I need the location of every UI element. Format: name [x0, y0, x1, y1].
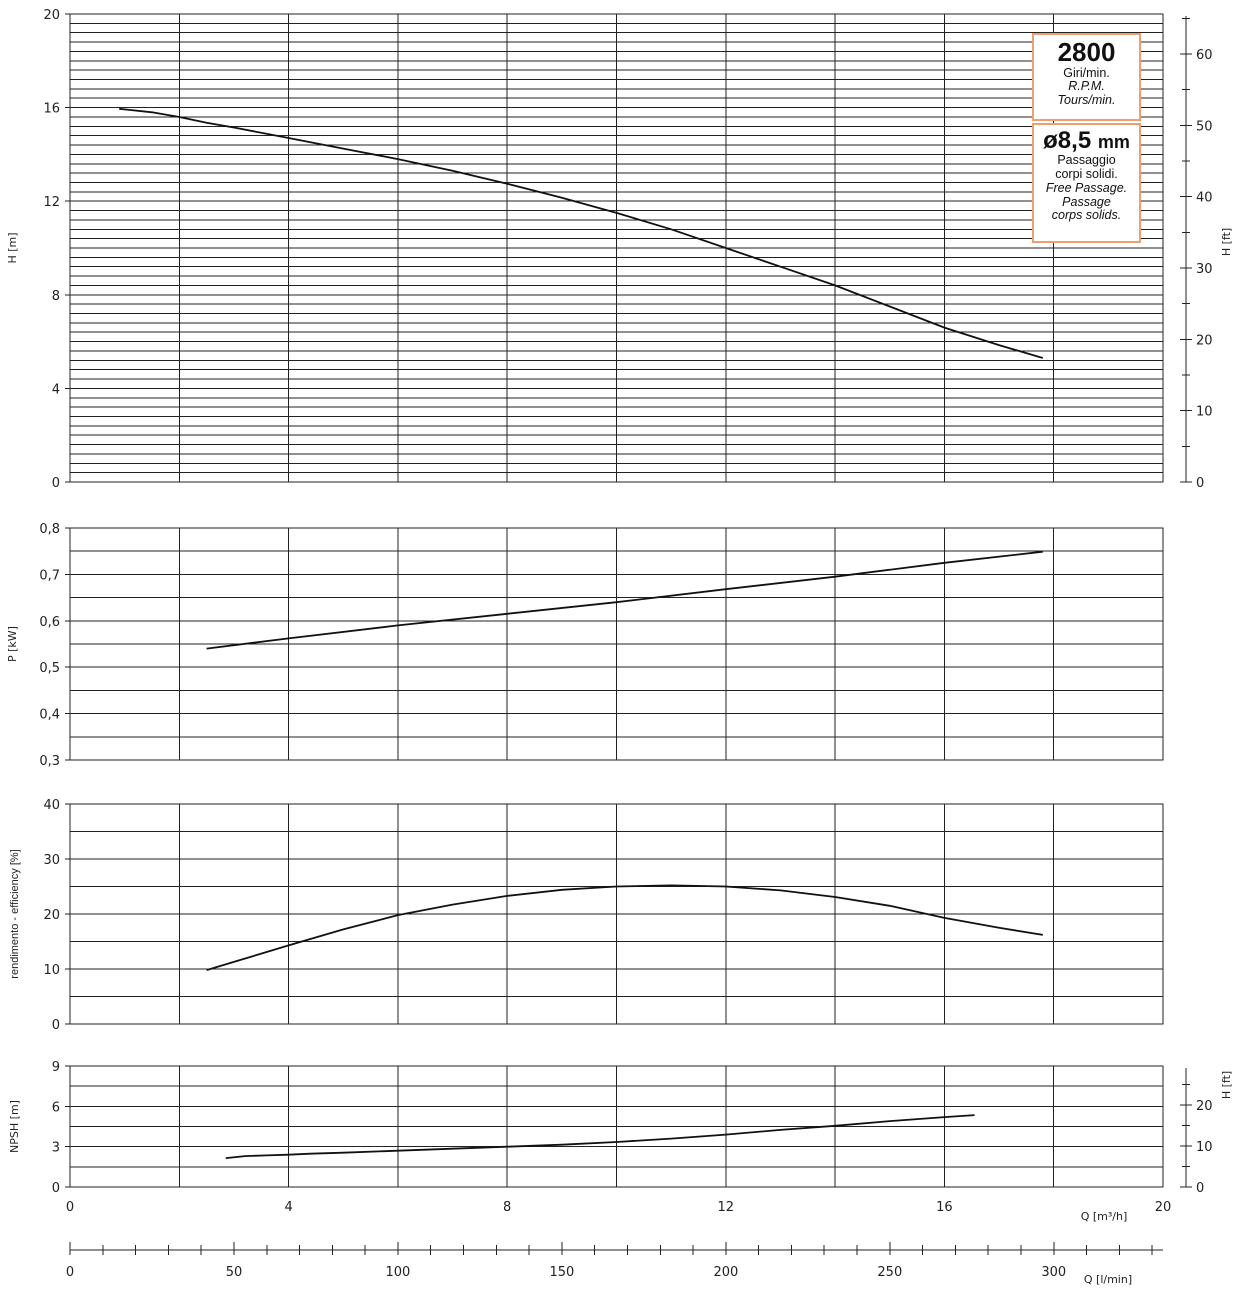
y2-tick-label: 0 [1196, 476, 1204, 491]
y2-tick-label: 20 [1196, 333, 1213, 348]
y-tick-label: 20 [43, 8, 60, 23]
curve-line [119, 109, 1043, 358]
y-tick-label: 9 [52, 1060, 60, 1075]
y2-axis-label: H [ft] [1220, 1071, 1233, 1099]
y-tick-label: 0 [52, 476, 60, 491]
passage-label-en: Free Passage. [1034, 182, 1139, 196]
passage-label-it-1: Passaggio [1034, 154, 1139, 168]
y2-tick-label: 10 [1196, 405, 1213, 420]
y2-tick-label: 0 [1196, 1181, 1204, 1196]
y-tick-label: 0 [52, 1018, 60, 1033]
y2-axis-label: H [ft] [1220, 228, 1233, 256]
lmin-tick-label: 300 [1041, 1265, 1066, 1280]
y2-tick-label: 60 [1196, 48, 1213, 63]
x-tick-label: 0 [66, 1200, 74, 1215]
y-tick-label: 12 [43, 195, 60, 210]
lmin-tick-label: 150 [549, 1265, 574, 1280]
y-tick-label: 0,4 [39, 708, 60, 723]
passage-value: ø8,5 mm [1034, 128, 1139, 154]
y2-tick-label: 20 [1196, 1099, 1213, 1114]
speed-value: 2800 [1034, 38, 1139, 67]
y2-tick-label: 10 [1196, 1140, 1213, 1155]
y-tick-label: 8 [52, 289, 60, 304]
lmin-tick-label: 200 [713, 1265, 738, 1280]
passage-label-fr-1: Passage [1034, 196, 1139, 210]
panel-2: 0,3 0,4 0,5 0,6 0,7 0,8 P [kW] [6, 522, 1163, 769]
y-tick-label: 30 [43, 853, 60, 868]
y2-tick-label: 50 [1196, 119, 1213, 134]
x-tick-label: 16 [936, 1200, 953, 1215]
curve-line [226, 1115, 975, 1158]
y-axis-label: H [m] [6, 232, 19, 263]
curve-line [207, 885, 1043, 970]
y-tick-label: 40 [43, 798, 60, 813]
speed-label-it: Giri/min. [1034, 67, 1139, 81]
y-tick-label: 4 [52, 382, 60, 397]
y-tick-label: 0,7 [39, 568, 60, 583]
speed-label-fr: Tours/min. [1034, 94, 1139, 108]
lmin-tick-label: 0 [66, 1265, 74, 1280]
y-tick-label: 0 [52, 1181, 60, 1196]
y-tick-label: 10 [43, 963, 60, 978]
y-tick-label: 3 [52, 1141, 60, 1156]
speed-info-box: 2800 Giri/min. R.P.M. Tours/min. [1032, 33, 1141, 121]
y2-tick-label: 40 [1196, 191, 1213, 206]
y-tick-label: 0,3 [39, 754, 60, 769]
y-tick-label: 20 [43, 908, 60, 923]
passage-label-fr-2: corps solids. [1034, 209, 1139, 223]
curve-line [207, 552, 1043, 649]
panel-4: 0 3 6 9 NPSH [m] 0 10 20 H [ft] 0 4 8 12 16 20 Q [m³/h] [8, 1060, 1233, 1223]
y2-tick-label: 30 [1196, 262, 1213, 277]
y-tick-label: 0,5 [39, 661, 60, 676]
x-tick-label: 8 [503, 1200, 511, 1215]
y-axis-label: rendimento - efficiency [%] [9, 849, 21, 978]
passage-info-box: ø8,5 mm Passaggio corpi solidi. Free Pas… [1032, 123, 1141, 243]
x-axis-label: Q [m³/h] [1081, 1210, 1128, 1223]
y-tick-label: 6 [52, 1100, 60, 1115]
y-tick-label: 0,6 [39, 615, 60, 630]
lmin-axis: 0 50 100 150 200 250 300 Q [l/min] [66, 1242, 1163, 1286]
lmin-axis-label: Q [l/min] [1084, 1273, 1132, 1286]
panel-3: 0 10 20 30 40 rendimento - efficiency [%] [9, 798, 1163, 1033]
passage-label-it-2: corpi solidi. [1034, 168, 1139, 182]
y-tick-label: 16 [43, 102, 60, 117]
y-tick-label: 0,8 [39, 522, 60, 537]
lmin-tick-label: 100 [386, 1265, 411, 1280]
x-tick-label: 20 [1155, 1200, 1172, 1215]
x-tick-label: 4 [284, 1200, 292, 1215]
lmin-tick-label: 50 [226, 1265, 243, 1280]
speed-label-en: R.P.M. [1034, 80, 1139, 94]
lmin-tick-label: 250 [877, 1265, 902, 1280]
y-axis-label: P [kW] [6, 626, 19, 662]
y-axis-label: NPSH [m] [8, 1100, 21, 1153]
x-tick-label: 12 [718, 1200, 735, 1215]
